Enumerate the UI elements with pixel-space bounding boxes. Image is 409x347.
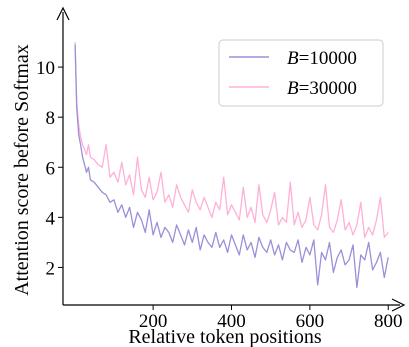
- x-axis-title: Relative token positions: [128, 326, 322, 347]
- series-line-b10000: [74, 44, 389, 289]
- legend-label-b30000-prefix: B: [287, 78, 299, 99]
- x-tick-label: 600: [296, 311, 325, 332]
- legend-label-b30000: B=30000: [287, 78, 357, 99]
- x-tick-label: 200: [139, 311, 168, 332]
- y-tick-label: 2: [46, 258, 56, 279]
- legend-label-b10000: B=10000: [287, 48, 357, 69]
- y-tick-label: 4: [46, 208, 56, 229]
- y-tick-label: 8: [46, 108, 56, 129]
- legend-label-b10000-value: =10000: [299, 48, 357, 69]
- legend-label-b30000-value: =30000: [299, 78, 357, 99]
- y-tick-label: 10: [36, 58, 55, 79]
- y-tick-label: 6: [46, 158, 56, 179]
- legend-label-b10000-prefix: B: [287, 48, 299, 69]
- series-line-b30000: [74, 42, 389, 239]
- y-axis-arrow: [56, 6, 70, 21]
- series-layer: [74, 42, 389, 289]
- legend: B=10000 B=30000: [218, 39, 384, 107]
- y-axis-title: Attention score before Softmax: [11, 44, 33, 296]
- x-tick-label: 400: [217, 311, 246, 332]
- x-axis-arrow: [391, 298, 406, 312]
- x-tick-label: 800: [374, 311, 403, 332]
- ticks-layer: 200 400 600 800 2 4 6 8 10: [36, 58, 402, 332]
